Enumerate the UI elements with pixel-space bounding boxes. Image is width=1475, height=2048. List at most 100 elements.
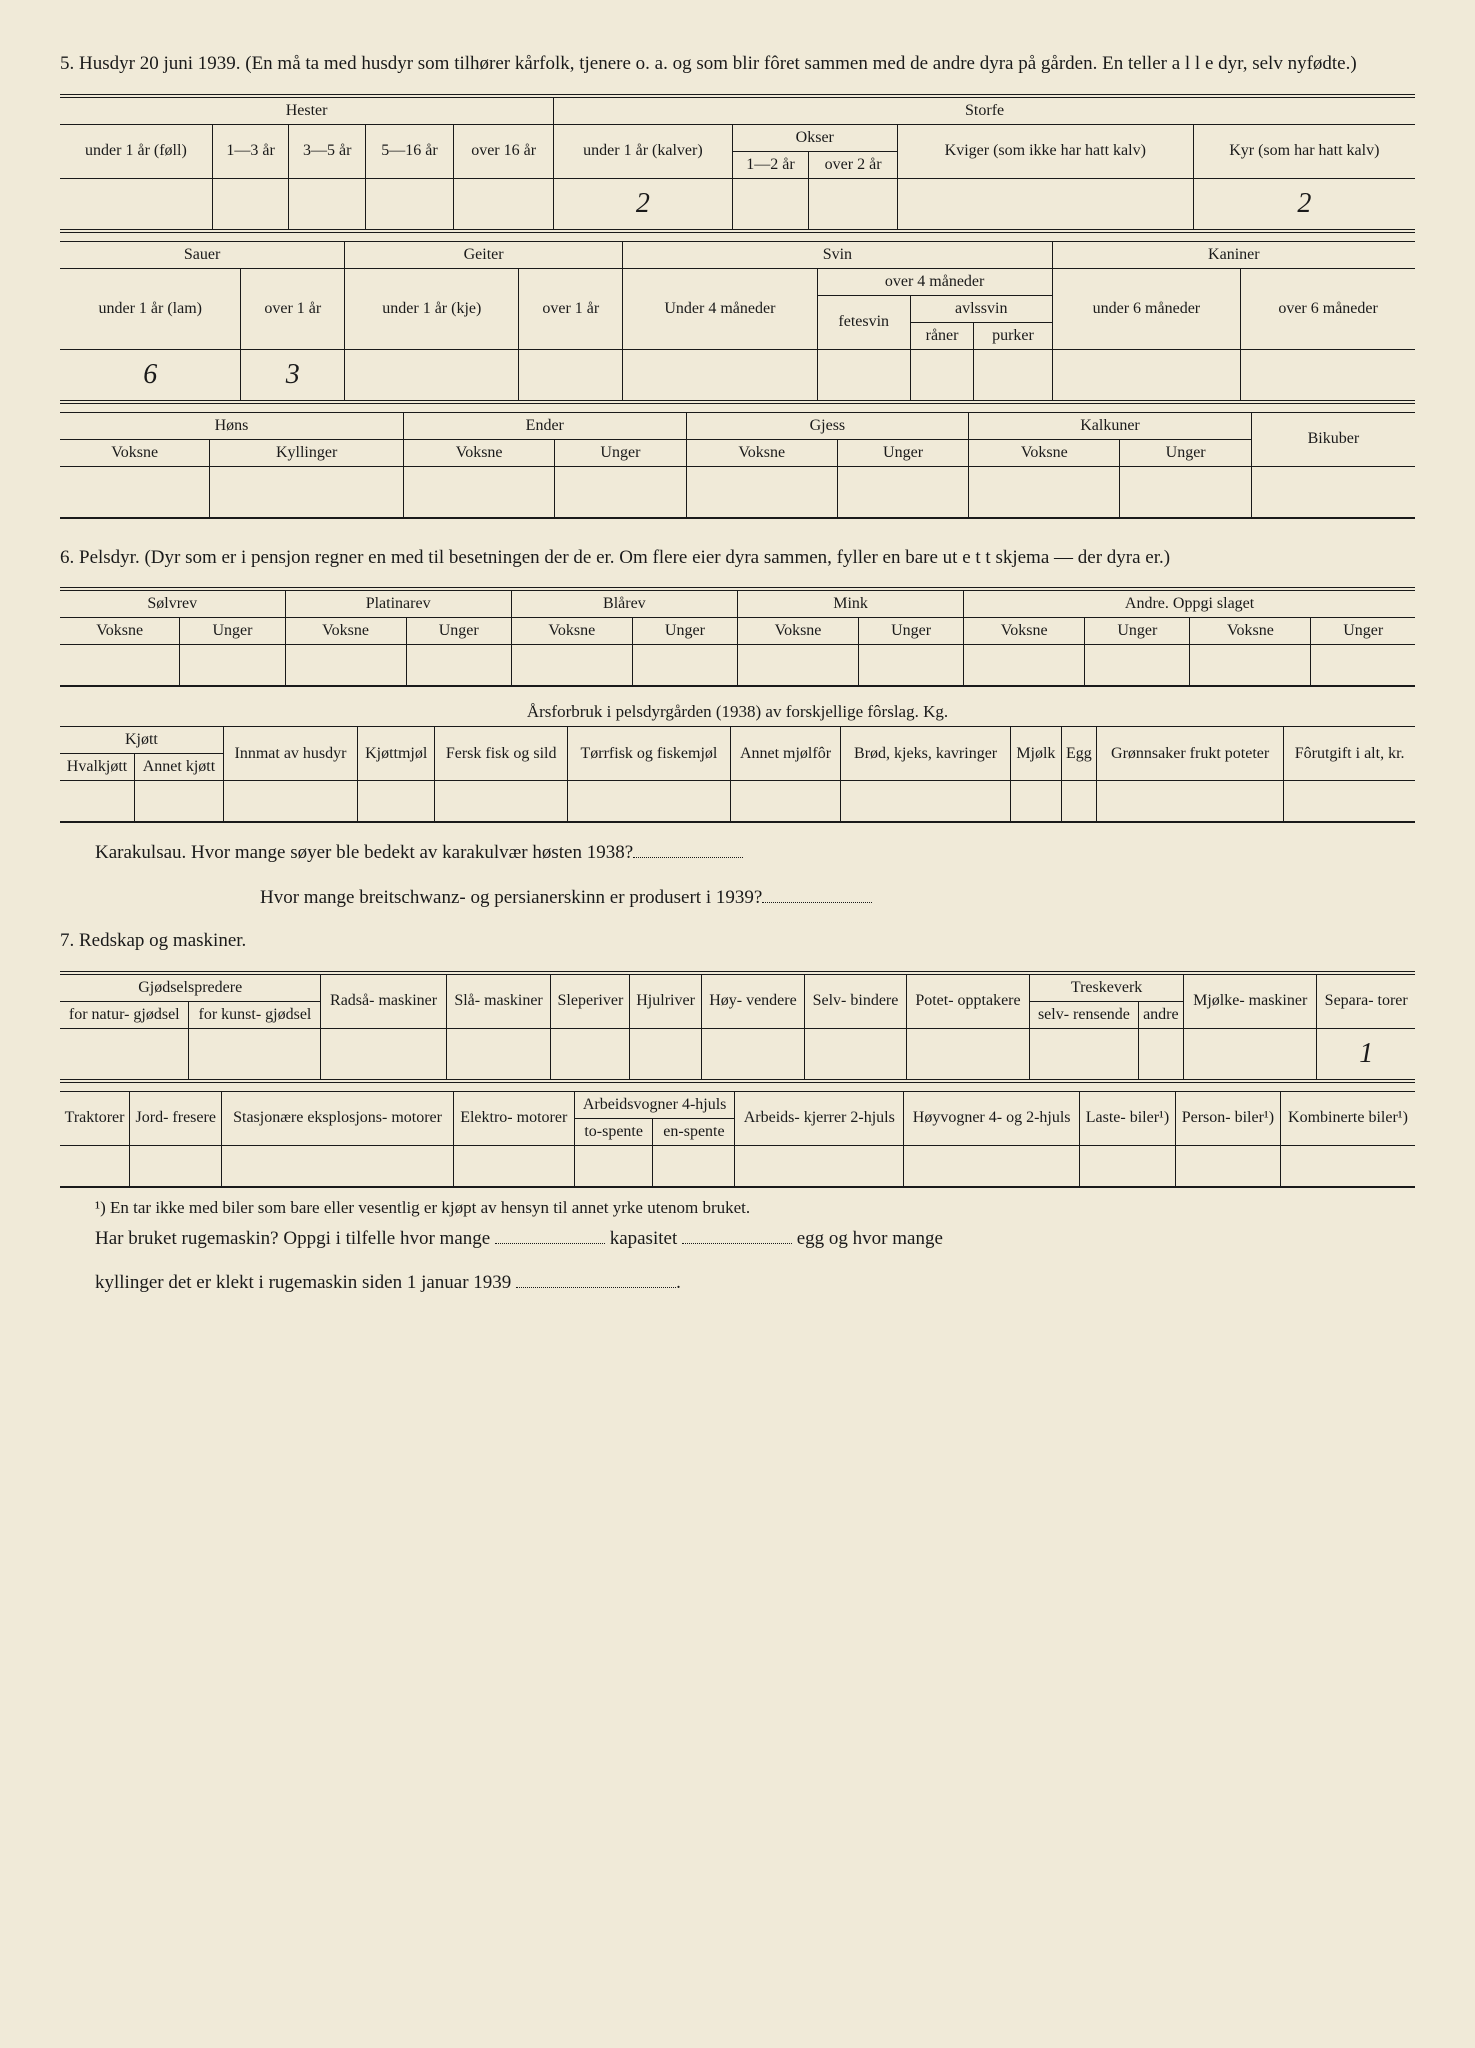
- cell[interactable]: [701, 1028, 805, 1081]
- cell[interactable]: [406, 645, 511, 687]
- hdr-hoy: Høy- vendere: [701, 973, 805, 1029]
- cell[interactable]: [1011, 781, 1062, 823]
- cell[interactable]: [1120, 466, 1251, 518]
- cell[interactable]: [223, 781, 357, 823]
- cell[interactable]: [1280, 1145, 1415, 1187]
- hdr-a35: 3—5 år: [289, 124, 366, 178]
- cell[interactable]: [1175, 1145, 1280, 1187]
- cell[interactable]: [135, 781, 224, 823]
- cell[interactable]: [519, 349, 623, 402]
- cell[interactable]: [732, 178, 809, 231]
- blank-field[interactable]: [495, 1224, 605, 1244]
- table-fjorfe: Høns Ender Gjess Kalkuner Bikuber Voksne…: [60, 412, 1415, 519]
- blank-field[interactable]: [762, 883, 872, 903]
- cell-kalver[interactable]: 2: [554, 178, 732, 231]
- cell[interactable]: [974, 349, 1052, 402]
- cell[interactable]: [555, 466, 686, 518]
- cell[interactable]: [212, 178, 289, 231]
- cell[interactable]: [735, 1145, 904, 1187]
- cell[interactable]: [1251, 466, 1415, 518]
- cell[interactable]: [60, 178, 212, 231]
- cell[interactable]: [453, 1145, 574, 1187]
- cell[interactable]: [551, 1028, 630, 1081]
- hdr-voksne: Voksne: [737, 618, 858, 645]
- hdr-voksne: Voksne: [511, 618, 632, 645]
- cell[interactable]: [189, 1028, 321, 1081]
- cell[interactable]: [60, 645, 180, 687]
- cell[interactable]: [60, 466, 210, 518]
- hdr-voksne: Voksne: [686, 439, 837, 466]
- cell-o1s[interactable]: 3: [241, 349, 345, 402]
- cell[interactable]: [805, 1028, 907, 1081]
- cell[interactable]: [403, 466, 554, 518]
- cell[interactable]: [365, 178, 453, 231]
- cell[interactable]: [1190, 645, 1311, 687]
- hdr-elektro: Elektro- motorer: [453, 1091, 574, 1145]
- cell[interactable]: [511, 645, 632, 687]
- cell[interactable]: [1284, 781, 1415, 823]
- cell[interactable]: [568, 781, 731, 823]
- cell[interactable]: [1097, 781, 1284, 823]
- cell[interactable]: [60, 781, 135, 823]
- cell[interactable]: [817, 349, 910, 402]
- cell[interactable]: [358, 781, 435, 823]
- cell[interactable]: [180, 645, 285, 687]
- karakul-q1-text: Karakulsau. Hvor mange søyer ble bedekt …: [95, 842, 633, 863]
- cell[interactable]: [904, 1145, 1080, 1187]
- blank-field[interactable]: [633, 838, 743, 858]
- hdr-unger: Unger: [1085, 618, 1190, 645]
- karakul-q2-text: Hvor mange breitschwanz- og persianerski…: [260, 887, 762, 908]
- cell[interactable]: [964, 645, 1085, 687]
- cell[interactable]: [1311, 645, 1415, 687]
- cell[interactable]: [435, 781, 568, 823]
- q-text: kapasitet: [610, 1228, 678, 1249]
- blank-field[interactable]: [516, 1268, 676, 1288]
- cell[interactable]: [1061, 781, 1096, 823]
- cell[interactable]: [632, 645, 737, 687]
- cell[interactable]: [897, 178, 1193, 231]
- cell[interactable]: [623, 349, 817, 402]
- cell[interactable]: [969, 466, 1120, 518]
- cell[interactable]: [686, 466, 837, 518]
- cell[interactable]: [1138, 1028, 1183, 1081]
- cell[interactable]: [345, 349, 519, 402]
- blank-field[interactable]: [682, 1224, 792, 1244]
- hdr-a516: 5—16 år: [365, 124, 453, 178]
- cell[interactable]: [737, 645, 858, 687]
- cell-separa[interactable]: 1: [1317, 1028, 1415, 1081]
- hdr-selv: Selv- bindere: [805, 973, 907, 1029]
- cell[interactable]: [630, 1028, 701, 1081]
- cell[interactable]: [446, 1028, 551, 1081]
- karakul-q2: Hvor mange breitschwanz- og persianerski…: [60, 883, 1415, 913]
- cell-kyr[interactable]: 2: [1193, 178, 1415, 231]
- cell[interactable]: [841, 781, 1011, 823]
- cell[interactable]: [837, 466, 968, 518]
- cell[interactable]: [1085, 645, 1190, 687]
- cell[interactable]: [1241, 349, 1415, 402]
- cell[interactable]: [289, 178, 366, 231]
- cell[interactable]: [1030, 1028, 1139, 1081]
- cell[interactable]: [910, 349, 973, 402]
- cell[interactable]: [1052, 349, 1241, 402]
- cell[interactable]: [1184, 1028, 1317, 1081]
- cell[interactable]: [574, 1145, 653, 1187]
- cell[interactable]: [454, 178, 554, 231]
- hdr-a13: 1—3 år: [212, 124, 289, 178]
- cell[interactable]: [130, 1145, 222, 1187]
- cell[interactable]: [906, 1028, 1029, 1081]
- cell[interactable]: [60, 1028, 189, 1081]
- cell[interactable]: [222, 1145, 453, 1187]
- section-title: Redskap og maskiner.: [79, 930, 246, 951]
- cell[interactable]: [321, 1028, 446, 1081]
- cell[interactable]: [1080, 1145, 1176, 1187]
- cell[interactable]: [60, 1145, 130, 1187]
- cell[interactable]: [285, 645, 406, 687]
- hdr-komb: Kombinerte biler¹): [1280, 1091, 1415, 1145]
- cell[interactable]: [210, 466, 404, 518]
- cell-lam[interactable]: 6: [60, 349, 241, 402]
- cell[interactable]: [653, 1145, 735, 1187]
- section-number: 7.: [60, 930, 74, 951]
- cell[interactable]: [809, 178, 898, 231]
- cell[interactable]: [859, 645, 964, 687]
- cell[interactable]: [730, 781, 840, 823]
